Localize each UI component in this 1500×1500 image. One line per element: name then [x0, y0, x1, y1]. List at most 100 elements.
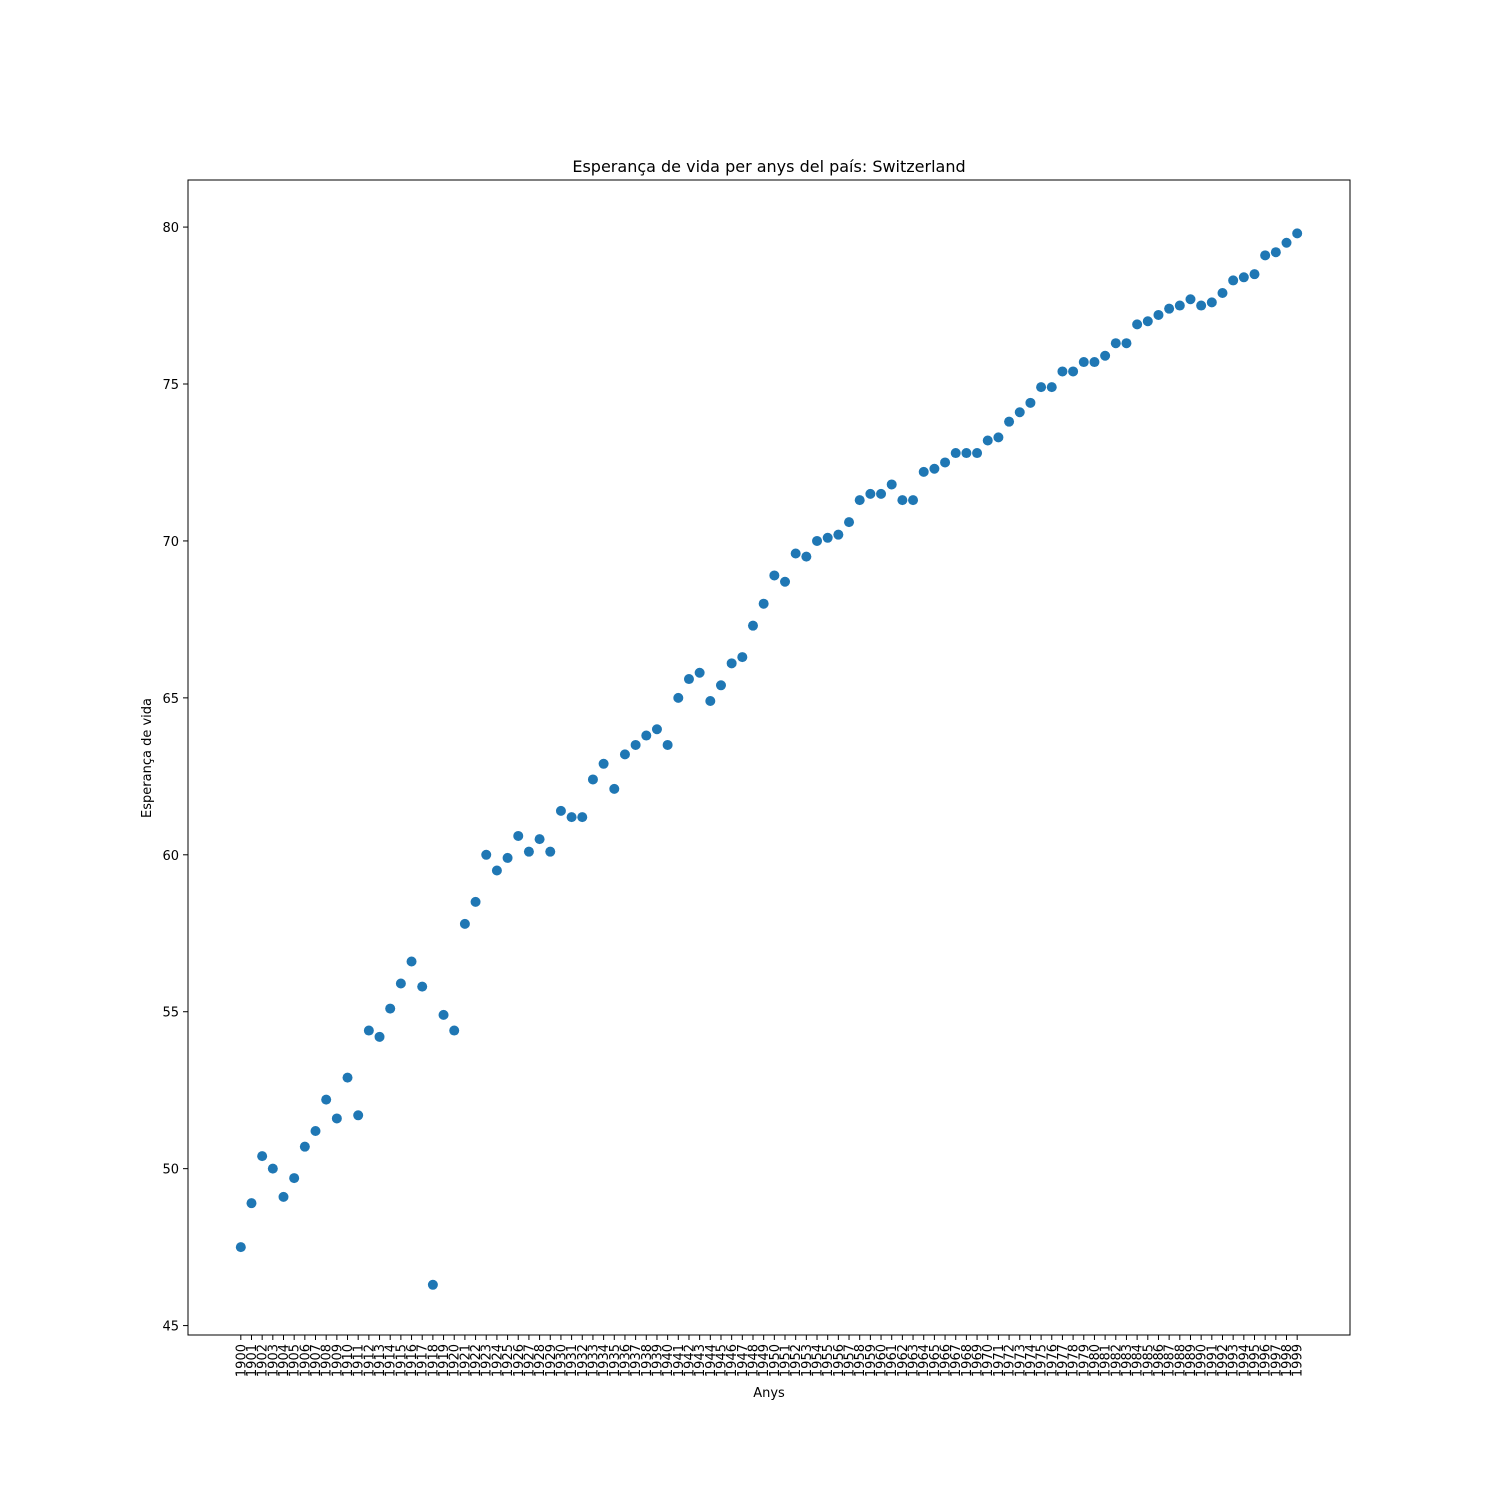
y-tick-label: 70: [162, 535, 179, 550]
y-axis: 45 50 55 60 65 70 75 80: [162, 221, 188, 1335]
data-point-1948: [747, 620, 758, 631]
data-point-1974: [1025, 397, 1036, 408]
data-point-1933: [587, 774, 598, 785]
data-point-1954: [812, 535, 823, 546]
data-point-1996: [1260, 250, 1271, 261]
data-point-1926: [513, 830, 524, 841]
x-tick-label: 1954: [811, 1344, 826, 1377]
data-point-1901: [246, 1198, 257, 1209]
data-point-1916: [406, 956, 417, 967]
x-tick-label: 1974: [1024, 1344, 1039, 1377]
x-tick-label: 1913: [373, 1344, 388, 1377]
data-point-1927: [523, 846, 534, 857]
data-point-1958: [854, 495, 865, 506]
y-tick-label: 75: [162, 378, 179, 393]
x-tick-label: 1916: [405, 1344, 420, 1377]
x-tick-label: 1903: [266, 1344, 281, 1377]
data-point-1949: [758, 598, 769, 609]
x-tick-label: 1936: [618, 1344, 633, 1377]
data-point-1975: [1036, 382, 1047, 393]
data-point-1915: [395, 978, 406, 989]
x-tick-label: 1978: [1067, 1344, 1082, 1377]
x-tick-label: 1961: [885, 1344, 900, 1377]
data-point-1914: [385, 1003, 396, 1014]
x-tick-label: 1959: [864, 1344, 879, 1377]
x-tick-label: 1908: [320, 1344, 335, 1377]
data-point-1937: [630, 739, 641, 750]
x-tick-label: 1946: [725, 1344, 740, 1377]
data-point-1932: [577, 812, 588, 823]
x-tick-label: 1911: [352, 1344, 367, 1377]
data-point-1952: [790, 548, 801, 559]
data-point-1921: [459, 918, 470, 929]
data-point-1944: [705, 696, 716, 707]
x-tick-label: 1932: [576, 1344, 591, 1377]
data-point-1912: [363, 1025, 374, 1036]
x-tick-label: 1957: [843, 1344, 858, 1377]
data-point-1987: [1164, 303, 1175, 314]
data-point-1922: [470, 896, 481, 907]
data-point-1978: [1068, 366, 1079, 377]
x-tick-label: 1938: [640, 1344, 655, 1377]
x-tick-label: 1905: [288, 1344, 303, 1377]
x-tick-label: 1983: [1120, 1344, 1135, 1377]
x-tick-label: 1969: [971, 1344, 986, 1377]
x-tick-label: 1993: [1227, 1344, 1242, 1377]
x-tick-label: 1945: [714, 1344, 729, 1377]
data-point-1986: [1153, 309, 1164, 320]
data-point-1904: [278, 1191, 289, 1202]
x-tick-label: 1985: [1141, 1344, 1156, 1377]
data-point-1965: [929, 463, 940, 474]
x-tick-label: 1940: [661, 1344, 676, 1377]
data-point-1985: [1142, 316, 1153, 327]
data-point-1953: [801, 551, 812, 562]
data-point-1911: [353, 1110, 364, 1121]
data-point-1909: [331, 1113, 342, 1124]
x-tick-label: 1990: [1195, 1344, 1210, 1377]
chart-title: Esperança de vida per anys del país: Swi…: [572, 157, 965, 176]
data-point-1991: [1206, 297, 1217, 308]
data-point-1939: [651, 724, 662, 735]
data-point-1957: [844, 517, 855, 528]
data-point-1967: [950, 448, 961, 459]
x-tick-label: 1970: [981, 1344, 996, 1377]
x-tick-label: 1962: [896, 1344, 911, 1377]
x-tick-label: 1949: [757, 1344, 772, 1377]
x-tick-label: 1924: [490, 1344, 505, 1377]
x-tick-label: 1958: [853, 1344, 868, 1377]
x-tick-label: 1980: [1088, 1344, 1103, 1377]
x-tick-label: 1976: [1045, 1344, 1060, 1377]
x-tick-label: 1907: [309, 1344, 324, 1377]
data-point-1936: [619, 749, 630, 760]
x-tick-label: 1930: [554, 1344, 569, 1377]
x-tick-label: 1973: [1013, 1344, 1028, 1377]
x-tick-label: 1939: [650, 1344, 665, 1377]
data-point-1934: [598, 758, 609, 769]
x-tick-label: 1994: [1237, 1344, 1252, 1377]
x-tick-label: 1992: [1216, 1344, 1231, 1377]
x-tick-label: 1964: [917, 1344, 932, 1377]
x-tick-label: 1952: [789, 1344, 804, 1377]
data-point-1993: [1228, 275, 1239, 286]
data-point-1938: [641, 730, 652, 741]
x-tick-label: 1991: [1205, 1344, 1220, 1377]
x-tick-label: 1926: [512, 1344, 527, 1377]
x-tick-label: 1982: [1109, 1344, 1124, 1377]
data-point-1962: [897, 495, 908, 506]
plot-area: [235, 228, 1303, 1290]
data-point-1907: [310, 1125, 321, 1136]
x-tick-label: 1967: [949, 1344, 964, 1377]
x-tick-label: 1955: [821, 1344, 836, 1377]
data-point-1963: [908, 495, 919, 506]
x-tick-label: 1925: [501, 1344, 516, 1377]
x-tick-label: 1923: [480, 1344, 495, 1377]
x-tick-label: 1921: [458, 1344, 473, 1377]
x-tick-label: 1942: [682, 1344, 697, 1377]
data-point-1972: [1004, 416, 1015, 427]
data-point-1931: [566, 812, 577, 823]
x-tick-label: 1928: [533, 1344, 548, 1377]
data-point-1910: [342, 1072, 353, 1083]
data-point-1903: [267, 1163, 278, 1174]
x-tick-label: 1999: [1291, 1344, 1306, 1377]
